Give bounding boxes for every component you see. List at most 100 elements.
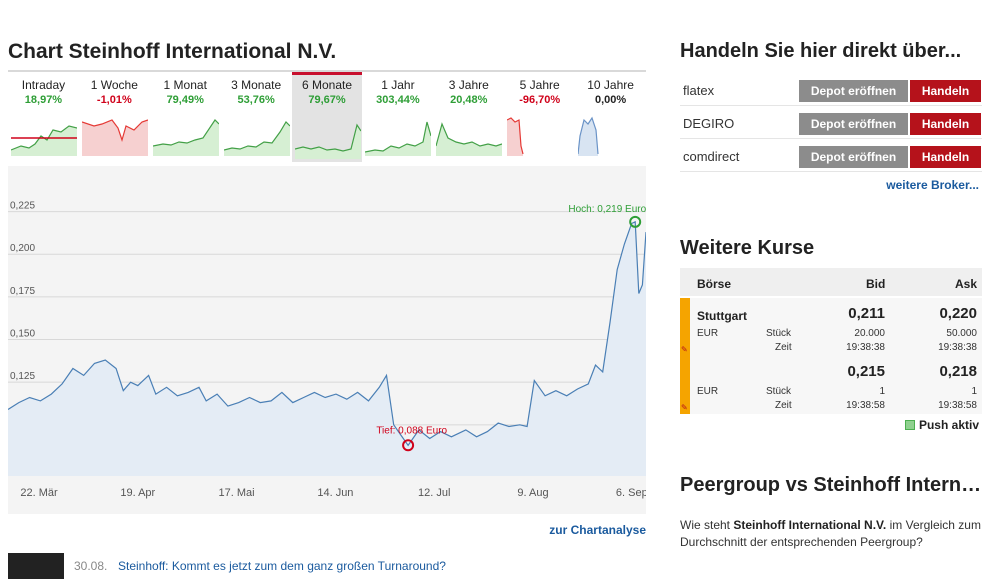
header-ask: Ask bbox=[954, 277, 977, 291]
quotes-table: Börse Bid Ask ✎ Stuttgart 0,211 0,220 EUR Stü… bbox=[680, 268, 982, 414]
page-title: Chart Steinhoff International N.V. bbox=[8, 40, 337, 63]
x-tick-label: 22. Mär bbox=[20, 487, 58, 499]
y-tick-label: 0,125 bbox=[10, 371, 35, 382]
period-label: 1 Woche bbox=[90, 78, 138, 92]
open-depot-button[interactable]: Depot eröffnen bbox=[799, 80, 908, 102]
broker-name: flatex bbox=[683, 83, 715, 98]
peergroup-text-pre: Wie steht bbox=[680, 518, 734, 532]
broker-name: comdirect bbox=[683, 149, 740, 164]
sparkline-area bbox=[11, 126, 77, 156]
price-line bbox=[8, 220, 646, 447]
chart-analysis-link[interactable]: zur Chartanalyse bbox=[549, 523, 646, 537]
period-sparkline bbox=[365, 121, 432, 156]
period-change: 303,44% bbox=[376, 94, 420, 106]
x-tick-label: 14. Jun bbox=[317, 487, 353, 499]
open-depot-button[interactable]: Depot eröffnen bbox=[799, 146, 908, 168]
period-label: 6 Monate bbox=[301, 78, 353, 92]
period-label: 3 Jahre bbox=[448, 78, 489, 92]
ask-time: 19:38:58 bbox=[938, 400, 977, 411]
ask-volume: 50.000 bbox=[946, 328, 977, 339]
bid-price: 0,211 bbox=[848, 305, 885, 322]
sparkline-area bbox=[152, 120, 219, 156]
period-sparkline bbox=[11, 125, 77, 156]
broker-row-comdirect: comdirect Depot eröffnen Handeln bbox=[680, 140, 982, 172]
kurse-heading: Weitere Kurse bbox=[680, 237, 815, 259]
period-change: 18,97% bbox=[24, 94, 63, 106]
low-marker bbox=[402, 439, 415, 452]
news-thumbnail bbox=[8, 553, 64, 579]
x-tick-label: 9. Aug bbox=[517, 487, 548, 499]
quote-row[interactable]: ✎ Stuttgart 0,211 0,220 EUR Stück 20.000 50.000… bbox=[680, 298, 982, 356]
more-brokers-link[interactable]: weitere Broker... bbox=[886, 178, 979, 192]
ask-volume: 1 bbox=[971, 386, 977, 397]
sparkline-area bbox=[365, 122, 432, 156]
x-tick-label: 12. Jul bbox=[418, 487, 450, 499]
sparkline-line bbox=[365, 121, 432, 153]
bid-price: 0,215 bbox=[847, 363, 885, 380]
y-tick-label: 0,175 bbox=[10, 286, 35, 297]
peergroup-heading: Peergroup vs Steinhoff International N.V… bbox=[680, 474, 982, 496]
bid-volume: 20.000 bbox=[854, 328, 885, 339]
sparkline-line bbox=[578, 116, 599, 155]
sparkline-line bbox=[507, 117, 524, 155]
broker-row-flatex: flatex Depot eröffnen Handeln bbox=[680, 74, 982, 106]
sparkline-line bbox=[81, 119, 148, 143]
trade-button[interactable]: Handeln bbox=[910, 146, 981, 168]
bid-time: 19:38:58 bbox=[846, 400, 885, 411]
period-tab-0[interactable]: Intraday 18,97% bbox=[8, 72, 79, 162]
push-status[interactable]: Push aktiv bbox=[904, 418, 979, 432]
news-title-link[interactable]: Steinhoff: Kommt es jetzt zum dem ganz g… bbox=[118, 559, 446, 573]
header-bid: Bid bbox=[866, 277, 886, 291]
period-sparkline bbox=[152, 119, 219, 156]
period-sparkline bbox=[81, 119, 148, 156]
bid-time: 19:38:38 bbox=[846, 342, 885, 353]
period-tab-1[interactable]: 1 Woche -1,01% bbox=[79, 72, 150, 162]
period-sparkline bbox=[294, 123, 361, 159]
period-tab-8[interactable]: 10 Jahre 0,00% bbox=[575, 72, 646, 162]
sparkline-area bbox=[578, 118, 599, 156]
period-label: 1 Jahr bbox=[381, 78, 415, 92]
period-tab-5[interactable]: 1 Jahr 303,44% bbox=[362, 72, 433, 162]
sparkline-line bbox=[223, 121, 290, 151]
volume-label: Stück bbox=[766, 328, 792, 339]
brokers-heading: Handeln Sie hier direkt über... bbox=[680, 40, 962, 62]
venue-name: Stuttgart bbox=[697, 309, 747, 323]
push-indicator-icon bbox=[904, 420, 915, 430]
period-change: -1,01% bbox=[96, 94, 132, 106]
period-change: 79,49% bbox=[166, 94, 204, 106]
quotes-table-header: Börse Bid Ask bbox=[680, 268, 982, 296]
currency: EUR bbox=[697, 328, 719, 339]
period-tab-2[interactable]: 1 Monat 79,49% bbox=[150, 72, 221, 162]
quote-row[interactable]: ✎ 0,215 0,218 EUR Stück 1 1 Zeit 19:38:58 19:38:5… bbox=[680, 356, 982, 414]
peergroup-text: Wie steht Steinhoff International N.V. i… bbox=[680, 517, 982, 551]
y-tick-label: 0,225 bbox=[10, 201, 35, 212]
period-tab-3[interactable]: 3 Monate 53,76% bbox=[221, 72, 292, 162]
period-label: 1 Monat bbox=[163, 78, 207, 92]
ask-time: 19:38:38 bbox=[938, 342, 977, 353]
news-date: 30.08. bbox=[74, 559, 108, 573]
chart-icon: ✎ bbox=[681, 403, 688, 412]
period-change: 0,00% bbox=[594, 94, 627, 106]
news-item[interactable]: 30.08. Steinhoff: Kommt es jetzt zum dem… bbox=[8, 553, 646, 579]
exchange-marker: ✎ bbox=[680, 298, 690, 356]
time-label: Zeit bbox=[775, 400, 792, 411]
period-tab-6[interactable]: 3 Jahre 20,48% bbox=[433, 72, 504, 162]
period-change: 79,67% bbox=[308, 94, 346, 106]
period-tab-7[interactable]: 5 Jahre -96,70% bbox=[504, 72, 575, 162]
trade-button[interactable]: Handeln bbox=[910, 80, 981, 102]
sparkline-area bbox=[294, 125, 361, 159]
price-area bbox=[8, 221, 646, 476]
open-depot-button[interactable]: Depot eröffnen bbox=[799, 113, 908, 135]
period-change: 53,76% bbox=[237, 94, 275, 106]
period-change: -96,70% bbox=[519, 94, 561, 106]
sparkline-area bbox=[223, 122, 290, 156]
period-label: Intraday bbox=[21, 78, 66, 92]
trade-button[interactable]: Handeln bbox=[910, 113, 981, 135]
period-label: 5 Jahre bbox=[519, 78, 560, 92]
peergroup-text-post: im Vergleich zum Durchschnitt der entspr… bbox=[680, 518, 981, 549]
period-tab-4[interactable]: 6 Monate 79,67% bbox=[291, 72, 363, 162]
ask-price: 0,220 bbox=[939, 305, 977, 322]
period-sparkline bbox=[223, 121, 290, 156]
